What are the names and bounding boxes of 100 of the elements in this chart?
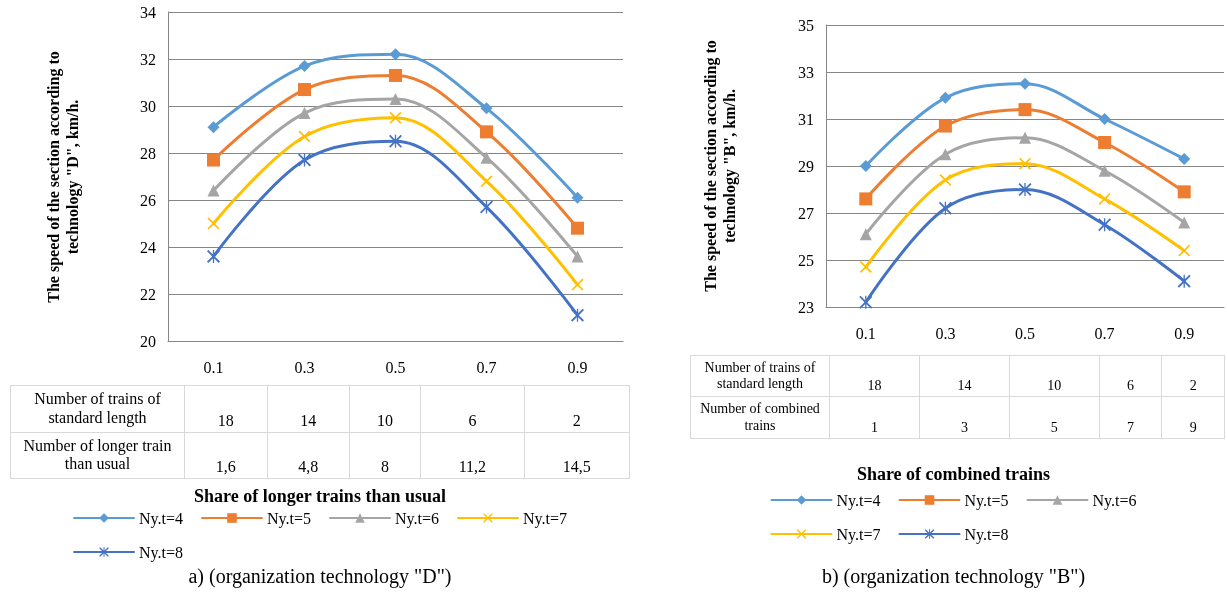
point <box>1177 185 1191 199</box>
legend-label: Ny.t=4 <box>836 491 881 510</box>
point <box>298 83 311 97</box>
y-tick-label: 28 <box>140 144 156 162</box>
y-tick-label: 24 <box>140 238 156 256</box>
point <box>859 261 872 274</box>
text: 14,5 <box>524 432 630 479</box>
legend-label: Ny.t=5 <box>964 491 1009 510</box>
point <box>859 228 872 241</box>
x-tick-label: 0.5 <box>385 358 406 376</box>
legend-label: Ny.t=7 <box>836 525 881 544</box>
text: 2 <box>524 385 630 433</box>
text: 1,6 <box>184 432 267 479</box>
x-tick-label: 0.5 <box>1015 324 1035 342</box>
text: 5 <box>1009 396 1100 439</box>
y-tick-label: 26 <box>140 191 156 209</box>
y-tick-label: 20 <box>140 332 156 350</box>
x-tick-label: 0.3 <box>935 324 956 342</box>
point <box>1178 152 1191 165</box>
point <box>571 250 584 263</box>
point <box>938 119 952 133</box>
point <box>389 48 402 61</box>
point <box>1019 131 1031 144</box>
point <box>389 134 402 148</box>
text: 14 <box>919 355 1010 397</box>
y-tick-label: 34 <box>140 3 156 21</box>
y-axis-title: The speed of the section according to technology "D", km/h. <box>43 49 83 305</box>
text: 18 <box>829 355 920 397</box>
x-axis-title: Share of longer trains than usual <box>193 486 447 507</box>
point <box>480 102 493 115</box>
text: a) (organization technology "D") <box>187 565 453 588</box>
text: 6 <box>1099 355 1162 397</box>
point <box>1178 216 1191 229</box>
x-tick-label: 0.7 <box>476 358 497 376</box>
text: 6 <box>420 385 525 433</box>
text: 7 <box>1099 396 1162 439</box>
text: 11,2 <box>420 432 525 479</box>
point <box>939 148 952 161</box>
text: 10 <box>1009 355 1100 397</box>
point <box>859 192 873 206</box>
point <box>571 191 584 204</box>
point <box>1098 113 1111 125</box>
y-tick-label: 30 <box>140 97 156 115</box>
y-tick-label: 23 <box>798 298 814 316</box>
point <box>859 160 872 172</box>
point <box>389 68 402 82</box>
y-tick-label: 31 <box>798 110 814 128</box>
legend-label: Ny.t=6 <box>1092 491 1137 510</box>
point <box>207 249 220 263</box>
x-tick-label: 0.7 <box>1094 324 1115 342</box>
x-tick-label: 0.1 <box>855 324 876 342</box>
text: 9 <box>1161 396 1225 439</box>
legend-label: Ny.t=7 <box>522 509 567 528</box>
point <box>207 184 220 197</box>
point <box>298 60 311 73</box>
text: 8 <box>349 432 421 479</box>
x-axis-title: Share of combined trains <box>855 464 1052 485</box>
point <box>298 130 311 143</box>
point <box>1018 103 1032 117</box>
y-tick-label: 29 <box>798 157 814 175</box>
text: Number of trains of standard length <box>690 355 830 397</box>
text: 10 <box>349 385 421 433</box>
legend-label: Ny.t=4 <box>139 509 184 528</box>
point <box>1098 136 1112 149</box>
legend-label: Ny.t=8 <box>139 543 184 562</box>
text: 2 <box>1161 355 1225 397</box>
text: 1 <box>829 396 920 439</box>
text: b) (organization technology "B") <box>820 565 1087 588</box>
legend-label: Ny.t=6 <box>395 509 439 528</box>
y-tick-label: 27 <box>798 204 814 222</box>
point <box>480 125 493 139</box>
text: 14 <box>267 385 350 433</box>
x-tick-label: 0.1 <box>203 358 224 376</box>
point <box>1019 77 1031 90</box>
y-axis-title: The speed of the section according to technology "B", km/h. <box>701 39 740 294</box>
point <box>207 121 220 134</box>
y-tick-label: 25 <box>798 251 814 269</box>
point <box>571 221 584 235</box>
text: Number of trains of standard length <box>10 385 185 433</box>
text: 4,8 <box>267 432 350 479</box>
legend-label: Ny.t=5 <box>267 509 311 528</box>
point <box>389 92 402 105</box>
point <box>298 107 311 120</box>
point <box>1098 164 1111 177</box>
y-tick-label: 35 <box>798 16 814 34</box>
y-tick-label: 32 <box>140 50 156 68</box>
legend-label: Ny.t=8 <box>964 525 1009 544</box>
y-tick-label: 22 <box>140 285 156 303</box>
point <box>207 217 220 230</box>
text: Number of longer train than usual <box>10 432 185 479</box>
x-tick-label: 0.3 <box>294 358 315 376</box>
y-tick-label: 33 <box>798 63 814 81</box>
point <box>571 278 584 291</box>
point <box>939 91 952 104</box>
x-tick-label: 0.9 <box>1174 324 1195 342</box>
text: 18 <box>184 385 267 433</box>
text: 3 <box>919 396 1010 439</box>
x-tick-label: 0.9 <box>567 358 588 376</box>
text: Number of combined trains <box>690 396 830 439</box>
point <box>207 153 220 167</box>
